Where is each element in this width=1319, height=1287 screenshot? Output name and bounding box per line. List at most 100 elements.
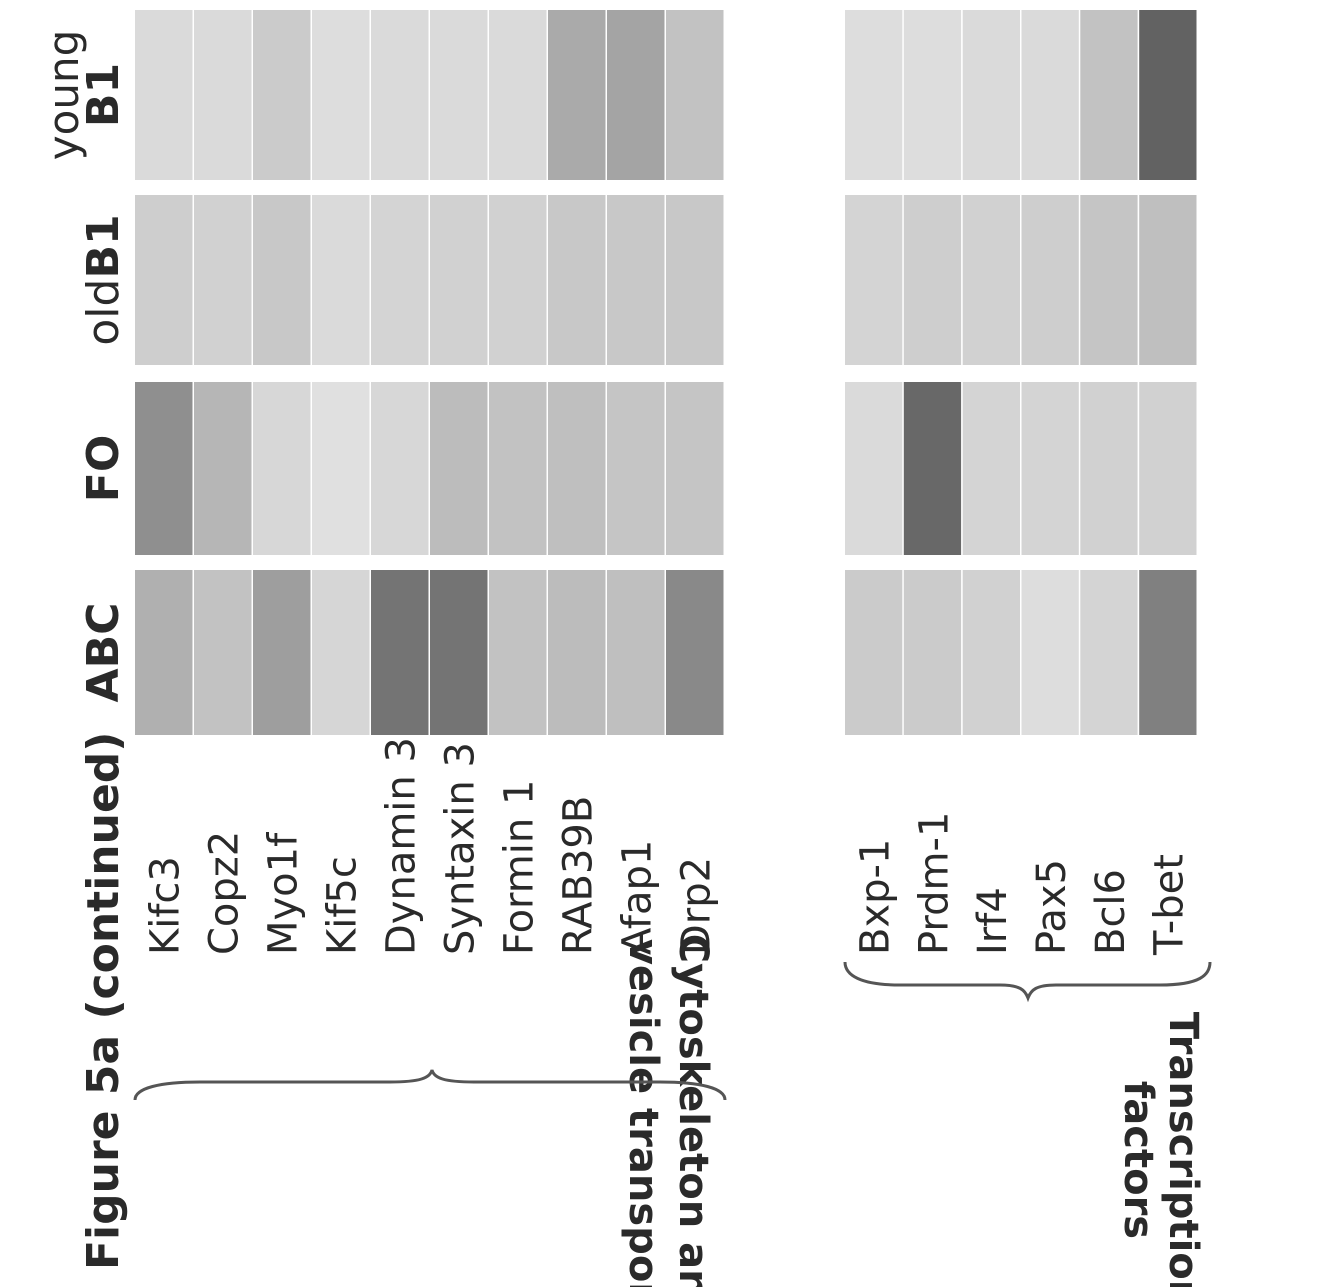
group-brace-transcription <box>843 961 1212 1003</box>
column-header-3-line-1: B1 <box>78 63 129 127</box>
heatmap-cell <box>548 570 606 735</box>
heatmap-cell <box>666 10 724 180</box>
heatmap-cell <box>253 195 311 365</box>
heatmap-cell <box>845 195 903 365</box>
heatmap-cell <box>430 570 488 735</box>
row-label: Kifc3 <box>143 856 189 955</box>
heatmap-cell <box>548 382 606 555</box>
heatmap-cell <box>903 10 962 180</box>
group-label-line-2: factors <box>1115 1081 1161 1239</box>
heatmap-cell <box>666 382 724 555</box>
row-label: Bcl6 <box>1088 869 1134 955</box>
row-label: RAB39B <box>556 796 602 955</box>
heatmap-cell <box>430 195 488 365</box>
heatmap-cell <box>1139 570 1197 735</box>
column-header-3-line-0: young <box>39 30 88 160</box>
heatmap-cell <box>666 570 724 735</box>
heatmap-cell <box>194 570 252 735</box>
heatmap-cell <box>962 195 1020 365</box>
heatmap-cell <box>430 10 488 180</box>
heatmap-cell <box>962 382 1020 555</box>
heatmap-cell <box>312 382 370 555</box>
heatmap-cell <box>607 382 665 555</box>
heatmap-cell <box>666 195 724 365</box>
heatmap-cell <box>962 10 1020 180</box>
heatmap-cell <box>253 382 311 555</box>
heatmap-cell <box>1139 382 1197 555</box>
row-label: Formin 1 <box>497 780 543 955</box>
group-label-transcription: Transcription factors <box>1115 1012 1206 1287</box>
heatmap-cell <box>1021 195 1079 365</box>
group-brace-cytoskeleton <box>133 1069 727 1101</box>
heatmap-cell <box>1021 382 1079 555</box>
row-label: Afap1 <box>615 840 661 955</box>
heatmap-cell <box>371 570 429 735</box>
heatmap-cell <box>371 10 429 180</box>
row-label: Myo1f <box>261 832 307 955</box>
heatmap-cell <box>1139 10 1197 180</box>
heatmap-cell <box>489 10 547 180</box>
heatmap-cell <box>371 195 429 365</box>
group-label-cytoskeleton: Cytoskeleton and vesicle transport <box>620 934 716 1287</box>
heatmap-cell <box>1021 570 1079 735</box>
heatmap-cell <box>253 10 311 180</box>
group-label-line-1: Cytoskeleton and <box>670 934 716 1287</box>
heatmap-cell <box>1080 570 1138 735</box>
row-label: Copz2 <box>202 831 248 955</box>
group-label-line-2: vesicle transport <box>620 939 666 1287</box>
heatmap-cell <box>962 570 1020 735</box>
row-label: Dynamin 3 <box>379 737 425 955</box>
heatmap-cell <box>312 195 370 365</box>
row-label: Drp2 <box>674 857 720 955</box>
heatmap-cell <box>135 195 193 365</box>
row-label: Pax5 <box>1029 859 1075 955</box>
row-label: Irf4 <box>970 887 1016 955</box>
heatmap-cell <box>253 570 311 735</box>
heatmap-cell <box>194 10 252 180</box>
row-label: T-bet <box>1147 854 1193 956</box>
heatmap-cell <box>607 195 665 365</box>
heatmap-cell <box>845 382 903 555</box>
group-label-line-1: Transcription <box>1160 1012 1206 1287</box>
heatmap-cell <box>371 382 429 555</box>
heatmap-cell <box>1080 195 1138 365</box>
heatmap-cell <box>903 195 962 365</box>
heatmap-cell <box>1080 10 1138 180</box>
row-label: Syntaxin 3 <box>438 742 484 955</box>
heatmap-cell <box>135 570 193 735</box>
column-header-2-line-0: oldB1 <box>78 214 129 345</box>
heatmap-cell <box>312 10 370 180</box>
row-label: Prdm-1 <box>911 812 957 955</box>
heatmap-cell <box>548 195 606 365</box>
heatmap-cell <box>903 382 962 555</box>
heatmap-cells <box>135 10 1197 735</box>
heatmap-cell <box>194 382 252 555</box>
column-header-suffix: B1 <box>78 214 129 278</box>
heatmap-cell <box>607 10 665 180</box>
heatmap-cell <box>135 382 193 555</box>
row-label: Kif5c <box>320 856 366 955</box>
heatmap-cell <box>548 10 606 180</box>
heatmap-cell <box>607 570 665 735</box>
heatmap-cell <box>430 382 488 555</box>
heatmap-cell <box>845 570 903 735</box>
heatmap-cell <box>1080 382 1138 555</box>
row-label: Bxp-1 <box>852 839 898 955</box>
row-labels: Kifc3 Copz2 Myo1f Kif5c Dynamin 3 Syntaxin 3 F… <box>143 737 1193 956</box>
column-header-0-line-0: ABC <box>78 603 129 703</box>
heatmap-cell <box>903 570 962 735</box>
heatmap-cell <box>1021 10 1079 180</box>
heatmap-cell <box>1139 195 1197 365</box>
heatmap-cell <box>312 570 370 735</box>
heatmap-cell <box>845 10 903 180</box>
heatmap-cell <box>194 195 252 365</box>
heatmap-cell <box>489 195 547 365</box>
heatmap-cell <box>489 382 547 555</box>
column-header-prefix: old <box>78 279 129 346</box>
figure-title: Figure 5a (continued) <box>78 732 129 1270</box>
heatmap-cell <box>489 570 547 735</box>
column-header-1-line-0: FO <box>78 435 129 502</box>
heatmap-cell <box>135 10 193 180</box>
